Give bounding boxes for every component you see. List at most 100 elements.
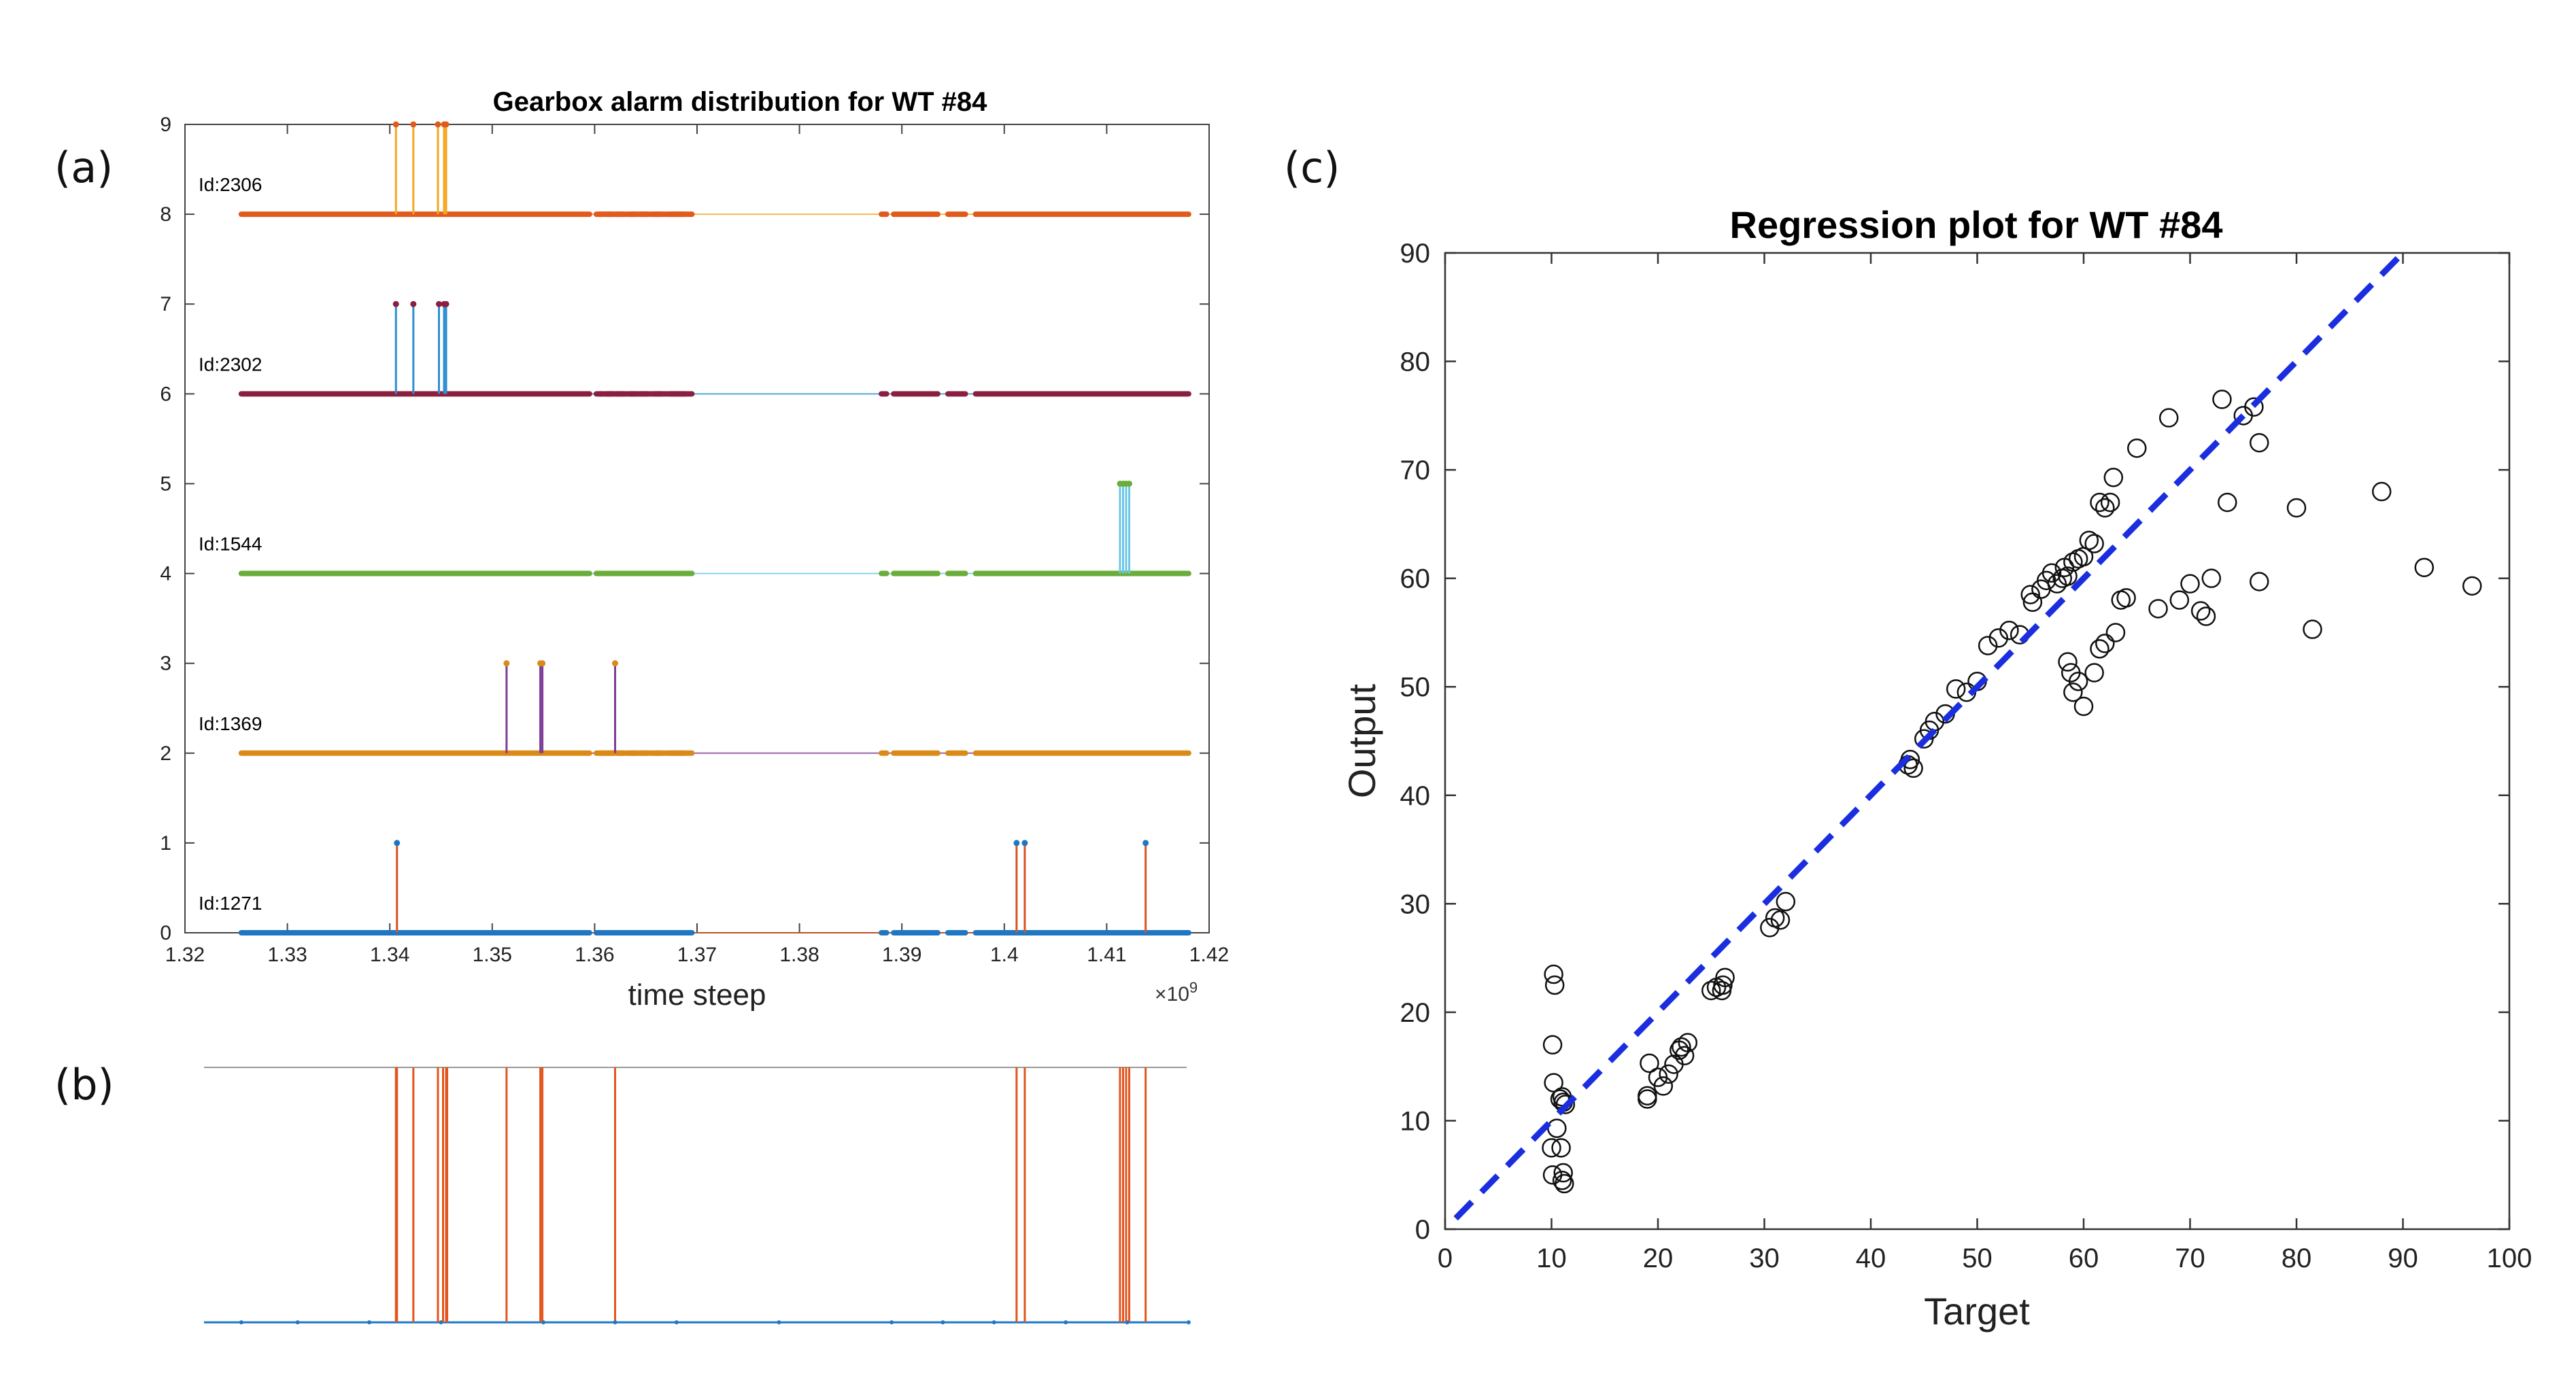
a-series-label: Id:1369	[199, 713, 262, 734]
c-ytick-label: 20	[1400, 998, 1431, 1028]
a-alarm-marker	[443, 121, 450, 128]
c-xtick-label: 40	[1856, 1243, 1886, 1273]
scatter-point	[2218, 492, 2237, 513]
chart-b-series	[204, 1067, 1191, 1324]
a-ytick-label: 7	[160, 293, 171, 315]
a-alarm-marker	[1013, 840, 1020, 846]
c-xtick-label: 60	[2069, 1243, 2099, 1273]
scatter-point	[2286, 498, 2307, 518]
scatter-point	[2100, 492, 2120, 513]
a-alarm-marker	[435, 300, 442, 307]
panel-label-a: (a)	[54, 143, 113, 192]
c-xtick-label: 30	[1749, 1243, 1780, 1273]
a-ytick-label: 0	[160, 922, 171, 944]
c-ytick-label: 50	[1400, 672, 1431, 702]
scatter-point	[2249, 432, 2269, 453]
scatter-point	[1760, 918, 1780, 938]
scatter-point	[1946, 679, 1966, 699]
scatter-point	[2116, 588, 2136, 608]
a-alarm-marker	[392, 300, 399, 307]
chart-a-y-tick-labels: 0 1 2 3 4 5 6 7 8 9	[160, 114, 171, 944]
a-xtick-label: 1.35	[473, 944, 512, 966]
a-ytick-label: 3	[160, 653, 171, 675]
scatter-point	[1542, 1035, 1563, 1055]
scatter-point	[1555, 1173, 1574, 1194]
chart-c-plot-area	[1444, 252, 2511, 1231]
scatter-point	[2127, 438, 2147, 458]
panel-label-b: (b)	[54, 1060, 114, 1110]
a-series-label: Id:1544	[199, 534, 262, 555]
chart-c-y-axis-label: Output	[1340, 684, 1383, 799]
a-alarm-marker	[394, 840, 401, 846]
c-ytick-label: 0	[1415, 1215, 1430, 1245]
scatter-point	[2079, 530, 2099, 551]
a-alarm-marker	[392, 121, 399, 128]
b-baseline-dot	[674, 1320, 679, 1324]
scatter-point	[2020, 585, 2040, 604]
scatter-point	[1638, 1086, 1657, 1105]
chart-a-plot-area	[184, 124, 1210, 933]
chart-a-x-exponent-base: ×10	[1155, 983, 1189, 1006]
chart-c-ticks	[1444, 252, 2511, 1231]
scatter-point	[2103, 468, 2124, 487]
c-xtick-label: 0	[1438, 1243, 1453, 1273]
a-series-label: Id:2306	[199, 174, 262, 195]
scatter-point	[2084, 663, 2104, 683]
chart-a-x-axis-label: time steep	[628, 978, 766, 1012]
a-ytick-label: 6	[160, 383, 171, 405]
a-alarm-marker	[443, 300, 450, 307]
a-alarm-marker	[539, 660, 546, 667]
scatter-point	[2105, 623, 2126, 642]
a-alarm-marker	[1021, 840, 1028, 846]
b-baseline-dot	[295, 1320, 300, 1324]
c-ytick-label: 40	[1400, 781, 1431, 811]
a-xtick-label: 1.41	[1087, 944, 1126, 966]
scatter-point	[2063, 552, 2083, 572]
chart-a-x-exponent-power: 9	[1189, 979, 1198, 996]
a-ytick-label: 1	[160, 832, 171, 855]
c-xtick-label: 50	[1962, 1243, 1993, 1273]
b-baseline-dot	[1064, 1320, 1068, 1324]
scatter-point	[2090, 492, 2109, 513]
scatter-point	[1653, 1076, 1674, 1096]
scatter-point	[2090, 639, 2109, 659]
scatter-point	[2371, 481, 2392, 502]
c-xtick-label: 70	[2175, 1243, 2205, 1273]
c-xtick-label: 90	[2388, 1243, 2418, 1273]
scatter-point	[1672, 1037, 1691, 1057]
scatter-point	[2244, 397, 2264, 417]
scatter-point	[1715, 967, 1735, 988]
scatter-point	[1551, 1138, 1571, 1158]
chart-a-title: Gearbox alarm distribution for WT #84	[493, 87, 988, 117]
scatter-point	[2201, 568, 2222, 588]
scatter-point	[2148, 599, 2168, 619]
b-baseline-dot	[439, 1320, 443, 1324]
a-xtick-label: 1.39	[882, 944, 921, 966]
a-xtick-label: 1.38	[779, 944, 819, 966]
a-series-label: Id:1271	[199, 893, 262, 914]
a-xtick-label: 1.32	[165, 944, 205, 966]
scatter-point	[1701, 980, 1721, 1001]
b-baseline-dot	[940, 1320, 945, 1324]
scatter-point	[2058, 652, 2078, 672]
scatter-point	[1713, 975, 1733, 995]
panel-c-chart: Regression plot for WT #84 0 10 20 30 40…	[1340, 203, 2532, 1333]
scatter-point	[2196, 606, 2216, 626]
scatter-point	[1776, 891, 1796, 912]
scatter-point	[1900, 749, 1920, 770]
a-xtick-label: 1.34	[370, 944, 409, 966]
panel-label-c: (c)	[1284, 143, 1340, 192]
scatter-point	[2414, 557, 2435, 577]
a-xtick-label: 1.33	[267, 944, 307, 966]
a-ytick-label: 9	[160, 114, 171, 136]
scatter-point	[1542, 1138, 1561, 1158]
scatter-point	[2158, 408, 2179, 428]
a-ytick-label: 4	[160, 563, 171, 585]
scatter-point	[1674, 1046, 1695, 1065]
a-xtick-label: 1.4	[990, 944, 1019, 966]
scatter-point	[1552, 1170, 1572, 1190]
scatter-point	[1988, 628, 2009, 648]
a-xtick-label: 1.36	[575, 944, 614, 966]
c-ytick-label: 10	[1400, 1106, 1431, 1136]
